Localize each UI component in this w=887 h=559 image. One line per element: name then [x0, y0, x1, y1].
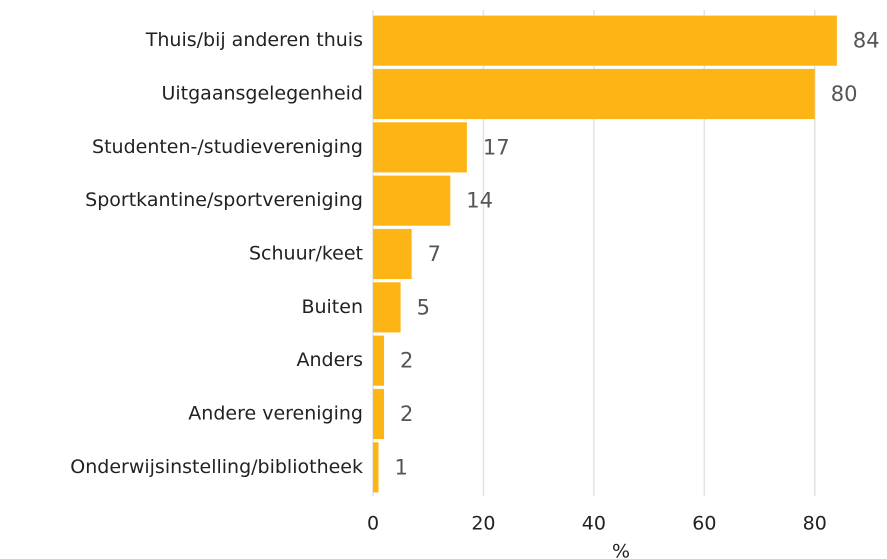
value-label: 17: [483, 135, 510, 159]
x-axis-label: %: [612, 541, 630, 559]
x-tick-label: 80: [803, 513, 827, 535]
value-label: 7: [428, 242, 441, 266]
y-tick-label: Thuis/bij anderen thuis: [145, 29, 363, 51]
bar: [373, 68, 815, 120]
y-tick-label: Schuur/keet: [249, 243, 363, 265]
bar: [373, 388, 385, 440]
bar: [373, 175, 451, 226]
y-tick-label: Andere vereniging: [188, 403, 363, 425]
x-tick-label: 20: [471, 513, 495, 535]
value-label: 5: [417, 295, 430, 319]
bar: [373, 15, 837, 66]
x-tick-label: 40: [582, 513, 606, 535]
x-tick-label: 60: [692, 513, 716, 535]
value-label: 2: [400, 402, 413, 426]
y-tick-label: Onderwijsinstelling/bibliotheek: [70, 456, 363, 478]
y-tick-label: Studenten-/studievereniging: [92, 136, 363, 158]
bar: [373, 122, 467, 173]
value-label: 84: [853, 29, 880, 53]
y-tick-label: Buiten: [301, 296, 363, 318]
y-tick-label: Anders: [297, 349, 364, 371]
x-tick-label: 0: [367, 513, 379, 535]
bar: [373, 282, 401, 333]
bar: [373, 442, 379, 493]
value-label: 2: [400, 349, 413, 373]
y-tick-label: Uitgaansgelegenheid: [161, 83, 363, 105]
value-label: 1: [395, 455, 408, 479]
value-label: 14: [466, 189, 493, 213]
y-tick-label: Sportkantine/sportvereniging: [85, 189, 363, 211]
bar: [373, 228, 412, 280]
value-label: 80: [831, 82, 858, 106]
bar: [373, 335, 385, 386]
